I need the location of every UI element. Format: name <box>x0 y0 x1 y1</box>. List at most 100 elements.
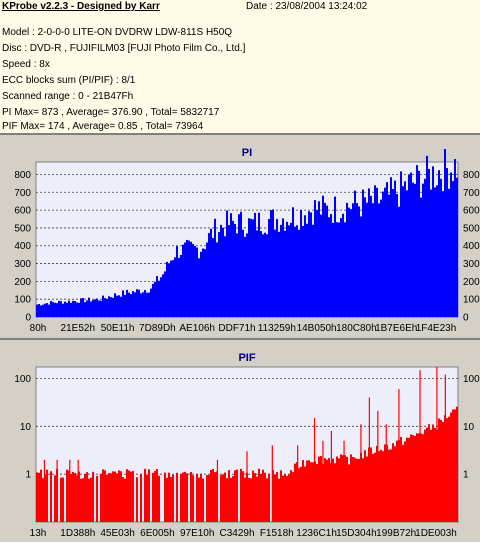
disc-line: Disc : DVD-R , FUJIFILM03 [FUJI Photo Fi… <box>2 43 246 54</box>
data-bar <box>334 463 336 522</box>
data-bar <box>150 288 152 317</box>
data-bar <box>310 462 312 522</box>
data-bar <box>74 473 76 522</box>
range-line: Scanned range : 0 - 21B47Fh <box>2 91 134 102</box>
chart-title: PIF <box>238 352 255 364</box>
data-bar <box>84 302 86 317</box>
data-bar <box>226 210 228 317</box>
data-bar <box>446 418 448 522</box>
pi-chart-panel: PI 0 0 100 100 200 200 300 300 400 400 500 500 600 600… <box>0 135 480 338</box>
x-tick-label: 1B7E6Eh <box>375 323 417 334</box>
data-bar <box>148 292 150 317</box>
data-bar <box>42 304 44 317</box>
data-bar <box>192 243 194 317</box>
data-bar <box>168 264 170 317</box>
data-bar <box>126 289 128 317</box>
data-bar <box>452 409 454 522</box>
data-bar <box>154 281 156 317</box>
data-bar <box>330 214 332 317</box>
data-bar <box>206 242 208 317</box>
data-bar <box>146 292 148 317</box>
data-bar <box>302 225 304 317</box>
data-bar <box>400 171 402 317</box>
data-bar <box>70 302 72 317</box>
y-tick-label: 700 <box>463 188 480 199</box>
data-bar <box>224 236 226 317</box>
y-tick-label: 800 <box>14 170 31 181</box>
data-bar <box>86 472 88 522</box>
data-bar <box>364 197 366 317</box>
data-bar <box>442 191 444 317</box>
data-bar <box>416 165 418 317</box>
data-bar <box>240 468 242 522</box>
data-bar <box>246 233 248 317</box>
data-bar <box>396 194 398 317</box>
data-bar <box>348 207 350 317</box>
data-bar <box>352 203 354 317</box>
data-bar <box>254 212 256 317</box>
data-bar <box>156 469 158 522</box>
data-bar <box>64 301 66 317</box>
model-line: Model : 2-0-0-0 LITE-ON DVDRW LDW-811S H… <box>2 27 233 38</box>
data-bar <box>108 472 110 522</box>
data-bar <box>212 237 214 317</box>
data-bar <box>250 478 252 522</box>
data-bar <box>114 293 116 317</box>
data-bar <box>278 478 280 522</box>
data-bar <box>304 215 306 317</box>
data-bar <box>414 183 416 317</box>
data-bar <box>184 242 186 317</box>
data-bar <box>456 406 458 522</box>
data-bar <box>404 441 406 522</box>
data-bar <box>58 300 60 317</box>
data-bar <box>382 451 384 522</box>
data-bar <box>288 474 290 522</box>
data-bar <box>252 219 254 317</box>
data-bar <box>272 209 274 317</box>
data-bar <box>98 300 100 317</box>
data-bar <box>172 474 174 522</box>
pi-stats-line: PI Max= 873 , Average= 376.90 , Total= 5… <box>2 107 220 118</box>
x-tick-label: F1518h <box>260 528 294 539</box>
data-bar <box>420 433 422 522</box>
data-bar <box>260 231 262 317</box>
x-tick-label: 1F4E23h <box>416 323 457 334</box>
data-bar <box>132 470 134 522</box>
data-bar <box>414 436 416 522</box>
data-bar <box>408 175 410 317</box>
data-bar <box>254 473 256 522</box>
y-tick-label: 600 <box>14 206 31 217</box>
x-tick-label: 1236C1h <box>296 528 337 539</box>
data-bar <box>232 220 234 317</box>
separator <box>0 338 480 340</box>
data-bar <box>76 475 78 522</box>
data-bar <box>280 470 282 522</box>
data-bar <box>338 458 340 522</box>
data-bar <box>410 434 412 522</box>
x-tick-label: 1D388h <box>60 528 95 539</box>
data-bar <box>66 469 68 522</box>
data-bar <box>348 464 350 522</box>
speed-line: Speed : 8x <box>2 59 50 70</box>
pi-chart: PI 0 0 100 100 200 200 300 300 400 400 500 500 600 600… <box>14 147 480 334</box>
data-bar <box>232 476 234 522</box>
data-bar <box>374 185 376 317</box>
data-bar <box>242 471 244 522</box>
data-bar <box>282 475 284 522</box>
x-tick-label: 80h <box>30 323 47 334</box>
data-bar <box>350 454 352 522</box>
data-bar <box>86 300 88 317</box>
data-bar <box>262 234 264 317</box>
y-tick-label: 1 <box>25 470 31 481</box>
y-tick-label: 100 <box>14 295 31 306</box>
data-bar <box>198 258 200 317</box>
data-bar <box>56 303 58 317</box>
data-bar <box>234 470 236 522</box>
data-bar <box>326 459 328 522</box>
data-bar <box>314 200 316 317</box>
data-bar <box>340 454 342 522</box>
data-bar <box>88 297 90 317</box>
x-tick-label: AE106h <box>179 323 215 334</box>
data-bar <box>166 261 168 317</box>
data-bar <box>82 298 84 317</box>
